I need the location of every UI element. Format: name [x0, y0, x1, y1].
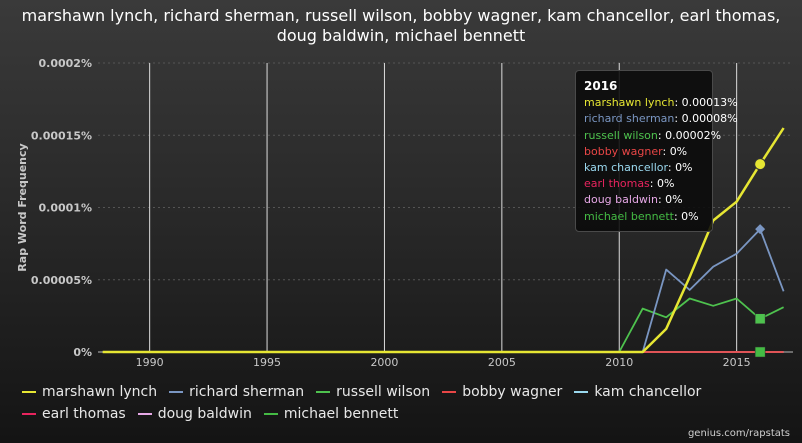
series-line-marshawn-lynch [102, 127, 785, 354]
tooltip-series-value: 0.00008% [681, 112, 738, 126]
tooltip-series-name: russell wilson [584, 128, 658, 142]
tooltip-row: doug baldwin: 0% [584, 193, 683, 207]
tooltip-series-value: 0% [681, 209, 699, 223]
legend-swatch [169, 391, 184, 393]
legend-label: bobby wagner [462, 384, 563, 400]
legend-item-doug-baldwin[interactable]: doug baldwin [137, 405, 252, 423]
series-line-richard-sherman [102, 228, 785, 353]
tooltip-series-name: bobby wagner [584, 144, 663, 158]
legend-item-michael-bennett[interactable]: michael bennett [263, 405, 399, 423]
tooltip-series-value: 0% [675, 161, 693, 175]
highlight-marker-michael-bennett [754, 346, 766, 358]
credit-link[interactable]: genius.com/rapstats [687, 428, 790, 439]
y-tick-label: 0.0001% [39, 202, 92, 215]
tooltip-row: michael bennett: 0% [584, 209, 699, 223]
x-tick-label: 1990 [136, 356, 164, 369]
highlight-marker-russell-wilson [754, 313, 766, 325]
legend-swatch [137, 413, 152, 415]
series-line-russell-wilson [102, 297, 784, 353]
legend-label: richard sherman [189, 384, 305, 400]
tooltip-row: bobby wagner: 0% [584, 144, 688, 158]
tooltip-series-name: richard sherman [584, 112, 675, 126]
highlight-marker-richard-sherman [755, 224, 766, 235]
legend-label: marshawn lynch [42, 384, 158, 400]
y-tick-label: 0.00005% [31, 274, 92, 287]
tooltip: 2016 marshawn lynch: 0.00013% richard she… [575, 70, 738, 232]
tooltip-series-name: earl thomas [584, 177, 650, 191]
tooltip-series-name: marshawn lynch [584, 96, 675, 110]
y-tick-label: 0% [73, 346, 92, 359]
legend-item-russell-wilson[interactable]: russell wilson [316, 383, 430, 401]
legend-item-richard-sherman[interactable]: richard sherman [169, 383, 304, 401]
x-tick-label: 2010 [605, 356, 633, 369]
y-tick-label: 0.00015% [31, 129, 92, 142]
tooltip-rows: marshawn lynch: 0.00013% richard sherman:… [584, 95, 738, 225]
tooltip-row: earl thomas: 0% [584, 177, 675, 191]
highlight-marker-marshawn-lynch [754, 158, 767, 171]
tooltip-series-value: 0% [657, 177, 675, 191]
legend-swatch [442, 391, 457, 393]
tooltip-series-name: doug baldwin [584, 193, 658, 207]
legend-swatch [316, 391, 331, 393]
tooltip-series-value: 0% [665, 193, 683, 207]
legend-swatch [22, 413, 36, 415]
y-axis-title: Rap Word Frequency [16, 143, 29, 271]
x-tick-label: 2015 [723, 356, 751, 369]
legend-label: russell wilson [336, 384, 431, 400]
x-tick-label: 2005 [488, 356, 516, 369]
tooltip-series-value: 0.00002% [665, 128, 722, 142]
x-tick-label: 1995 [253, 356, 281, 369]
legend-item-earl-thomas[interactable]: earl thomas [22, 405, 126, 423]
x-tick-label: 2000 [370, 356, 398, 369]
tooltip-row: kam chancellor: 0% [584, 161, 693, 175]
legend-swatch [574, 391, 589, 393]
tooltip-title: 2016 [584, 79, 618, 93]
legend-label: kam chancellor [594, 384, 702, 400]
legend-label: earl thomas [42, 406, 126, 422]
chart-title: marshawn lynch, richard sherman, russell… [21, 6, 781, 45]
legend-swatch [22, 391, 36, 393]
y-tick-label: 0.0002% [39, 57, 92, 70]
tooltip-series-name: michael bennett [584, 209, 674, 223]
legend: marshawn lynch richard sherman russell wil… [22, 383, 792, 423]
tooltip-row: russell wilson: 0.00002% [584, 128, 722, 142]
legend-item-bobby-wagner[interactable]: bobby wagner [442, 383, 562, 401]
legend-item-kam-chancellor[interactable]: kam chancellor [574, 383, 701, 401]
tooltip-series-value: 0.00013% [681, 96, 738, 110]
legend-swatch [263, 413, 278, 415]
legend-label: doug baldwin [157, 406, 252, 422]
legend-label: michael bennett [283, 406, 399, 422]
legend-item-marshawn-lynch[interactable]: marshawn lynch [22, 383, 157, 401]
tooltip-series-name: kam chancellor [584, 161, 668, 175]
tooltip-row: richard sherman: 0.00008% [584, 112, 738, 126]
tooltip-series-value: 0% [669, 144, 688, 158]
line-chart: 1990 1995 2000 2005 2010 2015 0% 0.00005% 0.0001… [16, 57, 793, 369]
tooltip-row: marshawn lynch: 0.00013% [584, 96, 738, 110]
